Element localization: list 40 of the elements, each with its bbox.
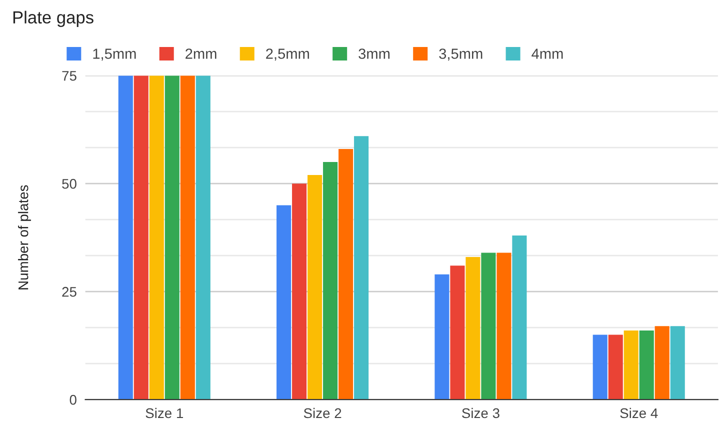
bar xyxy=(276,205,292,400)
bar xyxy=(608,334,623,400)
y-tick-label: 25 xyxy=(62,286,76,297)
legend-label: 1,5mm xyxy=(93,48,136,61)
bar xyxy=(308,174,322,400)
y-tick-label: 0 xyxy=(70,394,76,405)
bar xyxy=(639,330,654,400)
bar xyxy=(196,76,210,400)
y-axis-title: Number of plates xyxy=(18,185,31,290)
bar xyxy=(512,235,527,400)
bar xyxy=(624,330,638,400)
bar xyxy=(670,326,685,400)
bar xyxy=(149,76,164,400)
bar xyxy=(354,136,369,400)
y-tick-label: 50 xyxy=(62,178,76,189)
legend-label: 3,5mm xyxy=(439,48,482,61)
y-tick-label: 75 xyxy=(62,71,76,81)
bar xyxy=(164,76,180,400)
bar xyxy=(654,326,670,400)
x-tick-label: Size 1 xyxy=(146,408,184,418)
bar xyxy=(118,76,133,400)
bar xyxy=(292,184,307,400)
chart-title: Plate gaps xyxy=(13,10,94,27)
legend-label: 2,5mm xyxy=(266,48,309,61)
x-tick-label: Size 2 xyxy=(304,408,342,418)
legend-label: 2mm xyxy=(186,48,216,59)
bar xyxy=(481,252,496,400)
bar xyxy=(592,334,608,400)
legend-label: 3mm xyxy=(358,48,390,59)
bar xyxy=(323,162,338,400)
bar xyxy=(338,149,354,400)
bar xyxy=(496,252,512,400)
x-tick-label: Size 4 xyxy=(620,408,658,418)
bar xyxy=(134,76,148,400)
legend-label: 4mm xyxy=(532,48,563,59)
x-tick-label: Size 3 xyxy=(462,408,500,418)
bar xyxy=(466,257,480,400)
bar xyxy=(450,266,465,400)
bar xyxy=(180,76,195,400)
bar xyxy=(434,274,450,400)
